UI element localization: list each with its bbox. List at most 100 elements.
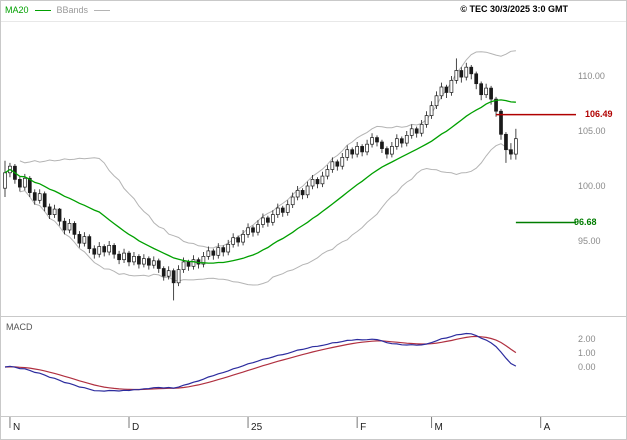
candle-body	[251, 227, 255, 233]
candle-body	[72, 223, 77, 235]
candle-body	[211, 250, 216, 256]
candle-body	[375, 137, 379, 143]
candlestick-series	[3, 58, 518, 301]
candle-body	[97, 246, 102, 255]
candle-body	[107, 245, 112, 253]
candle-body	[350, 149, 355, 155]
ma20-line	[4, 99, 516, 264]
candle-body	[439, 86, 444, 97]
copyright-text: © TEC 30/3/2025 3:0 GMT	[460, 4, 568, 14]
candle-body	[399, 138, 404, 144]
resistance-level-label: 106.49	[585, 108, 613, 119]
ma20-line-swatch	[34, 9, 51, 11]
candle-body	[181, 261, 186, 270]
price-axis-label: 110.00	[578, 71, 605, 81]
candle-body	[499, 110, 503, 135]
candle-body	[494, 98, 498, 112]
time-axis-label: A	[543, 422, 551, 433]
candle-body	[201, 256, 206, 265]
candle-body	[404, 135, 409, 144]
candle-body	[221, 247, 226, 253]
candle-body	[18, 179, 22, 188]
candle-body	[449, 80, 454, 93]
macd-axis-label: 2.00	[578, 334, 596, 344]
candle-body	[117, 253, 121, 261]
candle-body	[191, 259, 196, 267]
candle-body	[27, 177, 32, 193]
candle-body	[92, 248, 97, 255]
candle-body	[241, 234, 245, 243]
candle-body	[340, 157, 345, 167]
candle-body	[424, 115, 429, 125]
macd-axis-label: 0.00	[578, 362, 596, 372]
candle-body	[82, 236, 87, 244]
candle-body	[489, 87, 493, 100]
candle-body	[469, 66, 474, 75]
candle-body	[295, 190, 300, 198]
candle-body	[161, 268, 166, 277]
macd-signal-line	[4, 335, 517, 391]
candle-body	[464, 66, 469, 78]
candle-body	[151, 260, 156, 266]
candle-body	[285, 204, 290, 213]
candle-body	[112, 245, 116, 255]
legend: MA20 BBands	[5, 4, 111, 16]
candle-body	[231, 237, 236, 245]
candle-body	[419, 124, 424, 134]
candle-body	[459, 70, 464, 78]
candle-body	[514, 138, 518, 155]
candle-body	[226, 243, 231, 253]
candle-body	[509, 149, 513, 155]
candle-body	[484, 87, 488, 96]
support-level-label: 96.68	[574, 216, 597, 227]
candle-body	[300, 190, 305, 196]
candle-body	[62, 220, 67, 231]
candle-body	[127, 252, 131, 263]
time-axis-label: M	[434, 422, 443, 433]
candle-body	[380, 141, 384, 149]
candle-body	[360, 146, 364, 153]
candle-body	[216, 247, 221, 256]
candle-body	[305, 185, 310, 196]
candle-body	[504, 133, 508, 151]
candle-body	[102, 246, 107, 253]
candle-body	[261, 217, 265, 225]
bbands-line-swatch	[94, 9, 111, 11]
macd-line	[4, 332, 517, 392]
price-axis-label: 100.00	[578, 181, 606, 191]
candle-body	[355, 146, 360, 155]
bollinger-lower-line	[19, 143, 516, 286]
candle-body	[146, 258, 151, 266]
candle-body	[77, 234, 82, 244]
candle-body	[270, 214, 275, 223]
candle-body	[156, 260, 161, 269]
macd-panel-label: MACD	[6, 322, 33, 332]
candle-body	[335, 161, 340, 167]
candle-body	[256, 224, 260, 233]
price-axis-label: 95.00	[578, 236, 601, 246]
candle-body	[67, 223, 72, 231]
candle-body	[137, 256, 141, 265]
candle-body	[47, 206, 52, 215]
candle-body	[171, 270, 176, 284]
macd-axis-label: 1.00	[578, 348, 596, 358]
candle-body	[320, 175, 325, 185]
candle-body	[166, 270, 171, 277]
legend-ma20-label: MA20	[5, 5, 29, 15]
candle-body	[236, 237, 240, 243]
candle-body	[32, 192, 37, 201]
candle-body	[275, 207, 280, 215]
legend-bbands-label: BBands	[56, 5, 89, 15]
candle-body	[206, 250, 211, 257]
candle-body	[22, 177, 27, 188]
candle-body	[186, 261, 191, 267]
candle-body	[122, 252, 126, 261]
candle-body	[246, 227, 250, 235]
candle-body	[315, 179, 320, 185]
candle-body	[87, 236, 92, 250]
candle-body	[42, 193, 47, 208]
candle-body	[52, 208, 57, 215]
candle-body	[429, 105, 434, 116]
candle-body	[37, 193, 42, 201]
